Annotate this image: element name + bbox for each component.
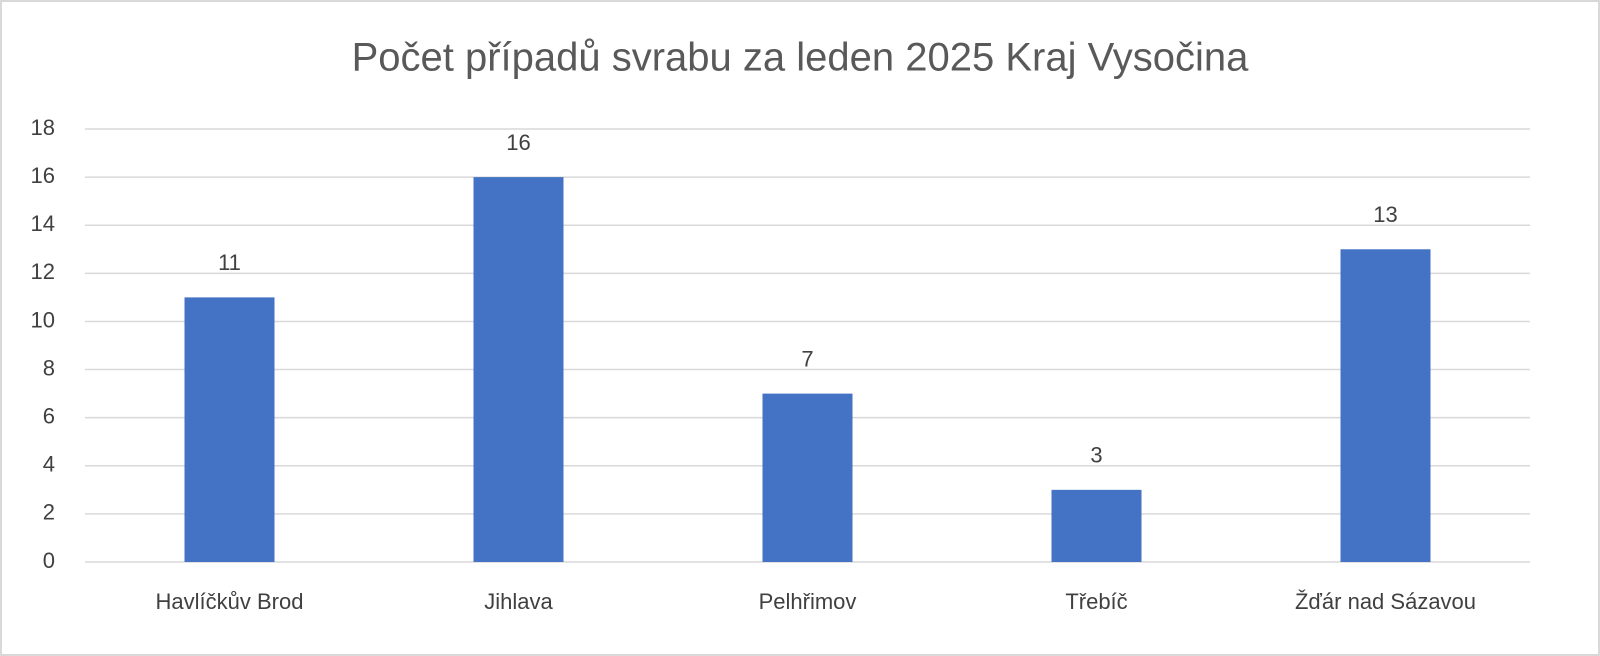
bar <box>184 297 275 562</box>
y-tick-label: 6 <box>43 403 55 428</box>
x-tick-label: Pelhřimov <box>759 589 857 614</box>
bar <box>1051 489 1142 562</box>
data-label: 11 <box>218 250 241 275</box>
y-tick-label: 0 <box>43 548 55 573</box>
chart-title: Počet případů svrabu za leden 2025 Kraj … <box>352 36 1250 80</box>
bar <box>473 177 564 562</box>
y-tick-label: 18 <box>31 115 55 140</box>
y-tick-label: 14 <box>31 211 55 236</box>
y-tick-label: 12 <box>31 259 55 284</box>
y-tick-label: 16 <box>31 163 55 188</box>
data-label: 7 <box>801 346 813 371</box>
data-label: 13 <box>1373 202 1397 227</box>
data-label: 16 <box>506 130 530 155</box>
y-tick-label: 2 <box>43 500 55 525</box>
bar <box>762 393 853 562</box>
y-tick-label: 4 <box>43 452 55 477</box>
x-tick-label: Havlíčkův Brod <box>156 589 304 614</box>
y-tick-label: 10 <box>31 307 55 332</box>
x-tick-label: Třebíč <box>1065 589 1127 614</box>
x-tick-label: Žďár nad Sázavou <box>1295 589 1476 614</box>
y-tick-label: 8 <box>43 355 55 380</box>
data-label: 3 <box>1090 443 1102 468</box>
bar <box>1340 249 1431 562</box>
x-tick-label: Jihlava <box>484 589 553 614</box>
